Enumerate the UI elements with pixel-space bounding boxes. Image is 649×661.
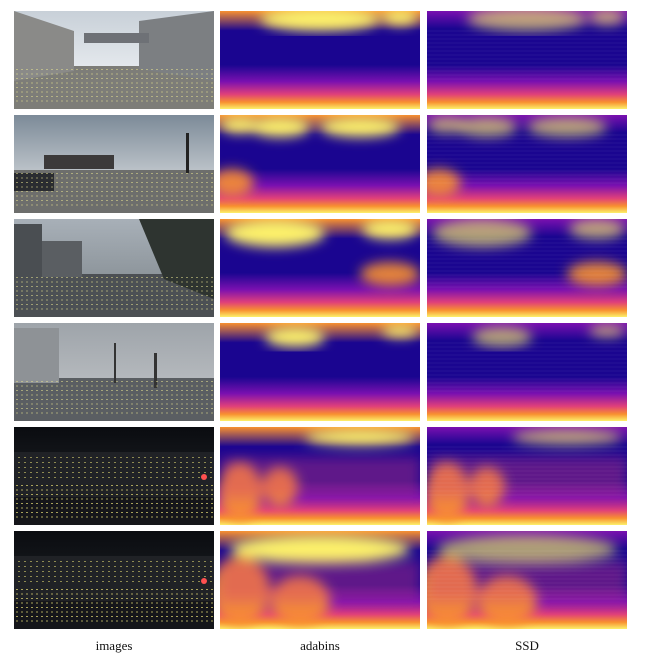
images-panel-row-6 <box>14 531 214 629</box>
adabins-panel-row-5 <box>220 427 420 525</box>
street-image <box>14 115 214 213</box>
street-image <box>14 219 214 317</box>
street-image <box>14 531 214 629</box>
adabins-depth-map <box>220 427 420 525</box>
adabins-panel-row-2 <box>220 115 420 213</box>
images-panel-row-4 <box>14 323 214 421</box>
ssd-panel-row-6 <box>427 531 627 629</box>
ssd-panel-row-3 <box>427 219 627 317</box>
adabins-panel-row-4 <box>220 323 420 421</box>
street-image <box>14 427 214 525</box>
ssd-panel-row-5 <box>427 427 627 525</box>
images-panel-row-5 <box>14 427 214 525</box>
adabins-depth-map <box>220 531 420 629</box>
adabins-panel-row-6 <box>220 531 420 629</box>
column-label-adabins: adabins <box>300 638 340 653</box>
ssd-depth-map <box>427 531 627 629</box>
ssd-depth-map <box>427 115 627 213</box>
ssd-depth-map <box>427 323 627 421</box>
adabins-panel-row-3 <box>220 219 420 317</box>
ssd-depth-map <box>427 219 627 317</box>
ssd-depth-map <box>427 427 627 525</box>
adabins-panel-row-1 <box>220 11 420 109</box>
adabins-depth-map <box>220 323 420 421</box>
images-panel-row-3 <box>14 219 214 317</box>
ssd-panel-row-1 <box>427 11 627 109</box>
street-image <box>14 323 214 421</box>
ssd-panel-row-4 <box>427 323 627 421</box>
images-panel-row-2 <box>14 115 214 213</box>
adabins-depth-map <box>220 11 420 109</box>
adabins-depth-map <box>220 219 420 317</box>
ssd-depth-map <box>427 11 627 109</box>
adabins-depth-map <box>220 115 420 213</box>
images-panel-row-1 <box>14 11 214 109</box>
street-image <box>14 11 214 109</box>
ssd-panel-row-2 <box>427 115 627 213</box>
column-label-ssd: SSD <box>515 638 539 653</box>
column-label-images: images <box>95 638 133 653</box>
